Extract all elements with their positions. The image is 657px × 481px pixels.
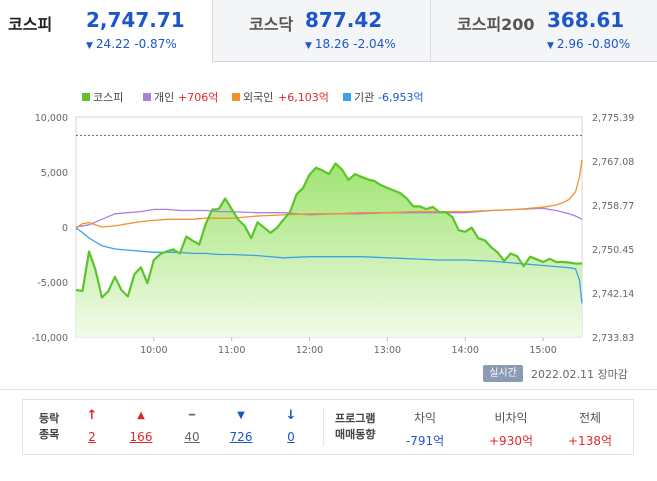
program-non-arbitrage-label: 비차익 (494, 411, 528, 425)
realtime-button[interactable]: 실시간 (483, 365, 523, 382)
change-amount: 18.26 (314, 37, 350, 51)
legend-value-1: +706억 (178, 91, 218, 104)
lower-limit-count[interactable]: 0 (287, 430, 295, 444)
y-left-tick-label: -5,000 (37, 278, 68, 289)
program-arbitrage-value: -791억 (405, 434, 445, 448)
breadth-unchanged: ━ 40 (172, 408, 212, 444)
tab-kosdaq[interactable]: 코스닥 877.42 ▼ 18.26 -2.04% (212, 0, 430, 62)
chart-legend: 코스피 개인 +706억 외국인 +6,103억 기관 -6,953억 (82, 91, 424, 104)
program-title-line2: 매매동향 (335, 428, 376, 441)
breadth-upper-limit: ↑ 2 (72, 408, 112, 444)
legend-swatch-1 (143, 93, 151, 101)
program-non-arbitrage: 비차익 +930억 (476, 409, 546, 449)
x-tick-label: 13:00 (374, 345, 401, 356)
change-amount: 2.96 (556, 37, 584, 51)
x-tick-label: 10:00 (140, 345, 167, 356)
tab-kospi-change: ▼ 24.22 -0.87% (86, 37, 177, 51)
index-tabs: 코스피 2,747.71 ▼ 24.22 -0.87% 코스닥 877.42 ▼ 18… (0, 0, 657, 62)
unchanged-count[interactable]: 40 (184, 430, 200, 444)
x-tick-label: 12:00 (296, 345, 323, 356)
breadth-lower-limit: ↓ 0 (271, 408, 311, 444)
program-arbitrage: 차익 -791억 (390, 409, 460, 449)
down-arrow-icon: ▼ (305, 41, 312, 51)
tab-kospi200-name: 코스피200 (457, 15, 535, 34)
market-close-date: 2022.02.11 장마감 (531, 368, 628, 381)
program-total-value: +138억 (568, 434, 612, 448)
y-left-tick-label: 10,000 (35, 113, 68, 124)
y-left-tick-label: 0 (62, 223, 68, 234)
down-arrow-icon: ▼ (547, 41, 554, 51)
legend-label-2: 외국인 (243, 91, 273, 104)
tab-kospi200-value: 368.61 (547, 8, 625, 32)
rising-count[interactable]: 166 (129, 430, 153, 444)
x-tick-label: 14:00 (452, 345, 479, 356)
tab-kosdaq-name: 코스닥 (249, 15, 294, 34)
program-total-label: 전체 (578, 411, 602, 425)
tab-kosdaq-value: 877.42 (305, 8, 383, 32)
change-percent: -0.80% (587, 37, 631, 51)
breadth-falling: ▼ 726 (221, 408, 261, 444)
panel-separator (323, 408, 324, 446)
intraday-chart: 코스피 개인 +706억 외국인 +6,103억 기관 -6,953억 10,000 5,00… (31, 91, 634, 356)
axis-ticks: 10,000 5,000 0 -5,000 -10,000 2,775.39 2,767.0… (31, 113, 634, 356)
x-tick-label: 11:00 (218, 345, 245, 356)
legend-label-1: 개인 (154, 91, 174, 104)
breadth-rising: ▲ 166 (121, 408, 161, 444)
legend-value-2: +6,103억 (278, 91, 329, 104)
market-breadth-panel: 등락 종목 ↑ 2 ▲ 166 ━ 40 ▼ 726 ↓ 0 프로그램 매매동향… (22, 399, 634, 455)
program-total: 전체 +138억 (555, 409, 625, 449)
legend-swatch-3 (343, 93, 351, 101)
y-left-tick-label: -10,000 (31, 333, 68, 344)
program-title-line1: 프로그램 (335, 412, 376, 425)
investor-flow-lines (75, 159, 583, 304)
breadth-title-line2: 종목 (39, 428, 60, 441)
tab-kospi[interactable]: 코스피 2,747.71 ▼ 24.22 -0.87% (0, 0, 212, 62)
tab-kospi200[interactable]: 코스피200 368.61 ▼ 2.96 -0.80% (430, 0, 657, 62)
y-right-tick-label: 2,733.83 (592, 333, 634, 344)
y-right-tick-label: 2,742.14 (592, 289, 634, 300)
tab-kospi-name: 코스피 (8, 15, 53, 34)
y-left-tick-label: 5,000 (41, 168, 68, 179)
kospi-area (76, 163, 582, 337)
upper-limit-count[interactable]: 2 (88, 430, 96, 444)
y-right-tick-label: 2,767.08 (592, 157, 634, 168)
tab-kospi-value: 2,747.71 (86, 8, 185, 32)
program-arbitrage-label: 차익 (413, 411, 437, 425)
unchanged-icon: ━ (188, 410, 196, 421)
breadth-title: 등락 종목 (39, 411, 59, 443)
y-right-tick-label: 2,758.77 (592, 201, 634, 212)
change-percent: -2.04% (353, 37, 396, 51)
legend-value-3: -6,953억 (378, 91, 424, 104)
legend-label-0: 코스피 (93, 91, 123, 104)
tab-kospi200-change: ▼ 2.96 -0.80% (547, 37, 630, 51)
breadth-title-line1: 등락 (39, 412, 60, 425)
legend-swatch-2 (232, 93, 240, 101)
x-tick-label: 15:00 (529, 345, 556, 356)
change-amount: 24.22 (95, 37, 131, 51)
y-right-tick-label: 2,750.45 (592, 245, 634, 256)
lower-limit-icon: ↓ (285, 408, 297, 423)
falling-icon: ▼ (237, 410, 245, 421)
program-trading-title: 프로그램 매매동향 (335, 411, 375, 443)
legend-swatch-0 (82, 93, 90, 101)
rising-icon: ▲ (137, 410, 145, 421)
legend-label-3: 기관 (354, 91, 374, 104)
section-divider (0, 389, 657, 390)
upper-limit-icon: ↑ (86, 408, 98, 423)
flow-line-2 (75, 227, 583, 304)
kospi-line (75, 162, 583, 299)
down-arrow-icon: ▼ (86, 41, 93, 51)
program-non-arbitrage-value: +930억 (489, 434, 533, 448)
change-percent: -0.87% (134, 37, 177, 51)
tab-kosdaq-change: ▼ 18.26 -2.04% (305, 37, 396, 51)
falling-count[interactable]: 726 (229, 430, 253, 444)
flow-line-1 (75, 159, 583, 229)
y-right-tick-label: 2,775.39 (592, 113, 634, 124)
